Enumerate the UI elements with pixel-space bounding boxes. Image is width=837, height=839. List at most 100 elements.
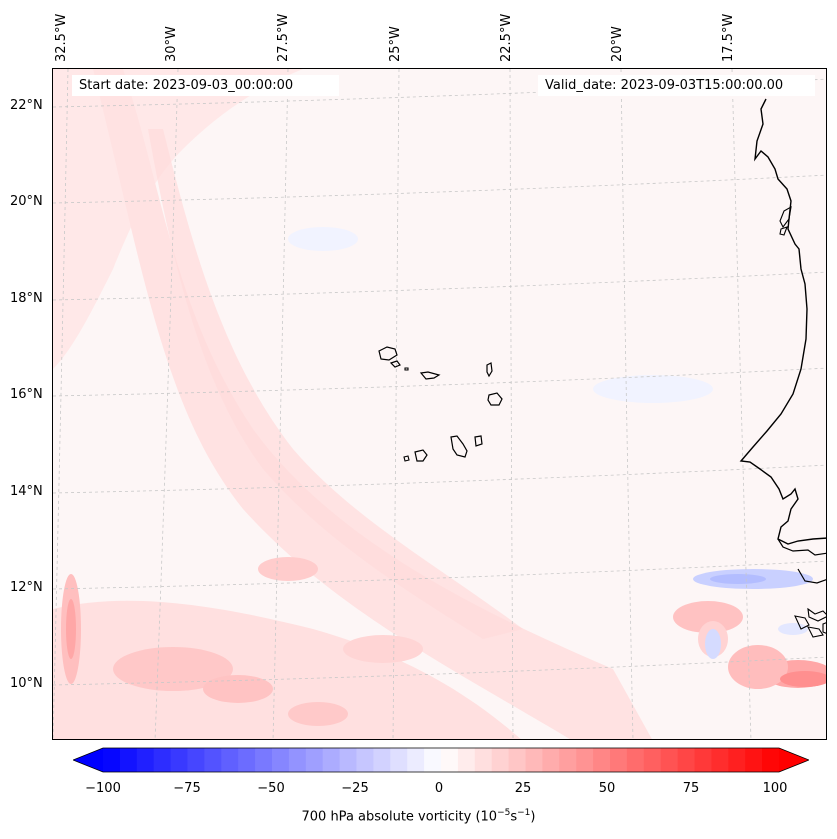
grid-lon-30: [154, 69, 179, 739]
colorbar: [73, 747, 809, 773]
positive-blob-se-3: [728, 645, 788, 689]
colorbar-cell: [103, 748, 121, 772]
grid-lon-20: [620, 69, 634, 739]
colorbar-cell: [255, 748, 273, 772]
positive-blob-west-edge-core: [66, 599, 76, 659]
colorbar-cell: [762, 748, 780, 772]
positive-diagonal-band: [93, 69, 652, 739]
positive-blob-sw-1: [113, 647, 233, 691]
coastline-bijagos-2: [794, 615, 810, 630]
colorbar-cell: [424, 748, 442, 772]
colorbar-tick-label: 100: [762, 781, 788, 796]
colorbar-tick-label: −100: [85, 781, 121, 796]
coastline-guinea-bissau: [797, 568, 826, 584]
colorbar-cell: [711, 748, 729, 772]
positive-blob-sw-2: [203, 675, 273, 703]
colorbar-cell: [643, 748, 662, 772]
island-santa-luzia: [404, 367, 409, 371]
colorbar-cell: [525, 748, 543, 772]
island-maio: [474, 435, 483, 447]
colorbar-cell: [238, 748, 256, 772]
positive-band-inner: [148, 129, 523, 639]
colorbar-cell: [610, 748, 628, 772]
lat-label-12n: 12°N: [10, 580, 43, 595]
island-fogo: [414, 449, 428, 462]
colorbar-tick-label: 0: [434, 781, 444, 796]
island-santiago: [450, 435, 468, 458]
colorbar-cell: [694, 748, 712, 772]
colorbar-arrow-max: [779, 748, 809, 772]
colorbar-cell: [187, 748, 205, 772]
valid-date-label: Valid_date: 2023-09-03T15:00:00.00: [538, 75, 815, 96]
coastline-africa: [739, 98, 826, 545]
colorbar-cell: [593, 748, 611, 772]
island-boa-vista: [487, 392, 503, 406]
island-sao-vicente: [389, 360, 401, 368]
positive-blob-sw-4: [288, 702, 348, 726]
colorbar-cell: [339, 748, 357, 772]
lon-label-32-5w: 32.5°W: [54, 13, 69, 62]
colorbar-tick-label: −25: [341, 781, 369, 796]
grid-lat-12: [53, 560, 826, 590]
negative-blob-east-2: [705, 629, 721, 659]
colorbar-cell: [677, 748, 695, 772]
negative-blob-northeast: [593, 375, 713, 403]
coastline-banc-arguin-2: [779, 226, 788, 236]
colorbar-cell: [441, 748, 459, 772]
grid-lon-22-5: [509, 69, 514, 739]
island-santo-antao: [378, 346, 398, 361]
grid-lat-10: [53, 656, 826, 686]
colorbar-cell: [491, 748, 510, 772]
coastline-banc-arguin: [779, 205, 792, 229]
grid-lon-17-5: [731, 69, 752, 739]
colorbar-cell: [322, 748, 341, 772]
lat-label-10n: 10°N: [10, 676, 43, 691]
colorbar-cell: [136, 748, 155, 772]
colorbar-cell: [356, 748, 374, 772]
colorbar-cell: [474, 748, 493, 772]
lat-label-20n: 20°N: [10, 194, 43, 209]
lon-label-30w: 30°W: [164, 26, 179, 62]
vorticity-map: [52, 68, 827, 740]
colorbar-cell: [170, 748, 188, 772]
colorbar-tick-label: −50: [257, 781, 285, 796]
lat-label-14n: 14°N: [10, 484, 43, 499]
colorbar-cell: [119, 748, 138, 772]
colorbar-cell: [373, 748, 391, 772]
island-sal: [486, 362, 493, 378]
colorbar-cell: [508, 748, 526, 772]
colorbar-cell: [728, 748, 746, 772]
negative-blob-se-small: [778, 623, 808, 635]
colorbar-label: 700 hPa absolute vorticity (10−5s−1): [301, 808, 536, 825]
colorbar-tick-label: 50: [598, 781, 616, 796]
colorbar-cell: [542, 748, 560, 772]
lon-label-20w: 20°W: [610, 26, 625, 62]
colorbar-cell: [576, 748, 594, 772]
lat-label-18n: 18°N: [10, 291, 43, 306]
coastline-bijagos: [807, 607, 826, 622]
vorticity-field: [53, 69, 826, 739]
island-brava: [403, 455, 410, 462]
positive-blob-sw-3: [258, 557, 318, 581]
lon-label-25w: 25°W: [388, 26, 403, 62]
negative-blob-north: [288, 227, 358, 251]
lat-label-16n: 16°N: [10, 387, 43, 402]
grid-lat-16: [53, 367, 826, 397]
lat-label-22n: 22°N: [10, 98, 43, 113]
colorbar-cell: [559, 748, 577, 772]
positive-blob-se-1: [673, 601, 743, 633]
positive-lower-zone: [53, 600, 521, 739]
colorbar-tick-label: −75: [173, 781, 201, 796]
coastline-gambia: [777, 538, 826, 556]
colorbar-cell: [626, 748, 645, 772]
positive-blob-se-core: [780, 671, 826, 687]
colorbar-cell: [390, 748, 408, 772]
graticule: [53, 69, 826, 739]
island-sao-nicolau: [419, 371, 441, 380]
colorbar-cell: [457, 748, 476, 772]
coastline-bijagos-3: [807, 626, 824, 638]
positive-blob-mid: [343, 635, 423, 663]
grid-lon-32-5: [53, 69, 69, 739]
colorbar-cell: [204, 748, 222, 772]
colorbar-cell: [745, 748, 763, 772]
